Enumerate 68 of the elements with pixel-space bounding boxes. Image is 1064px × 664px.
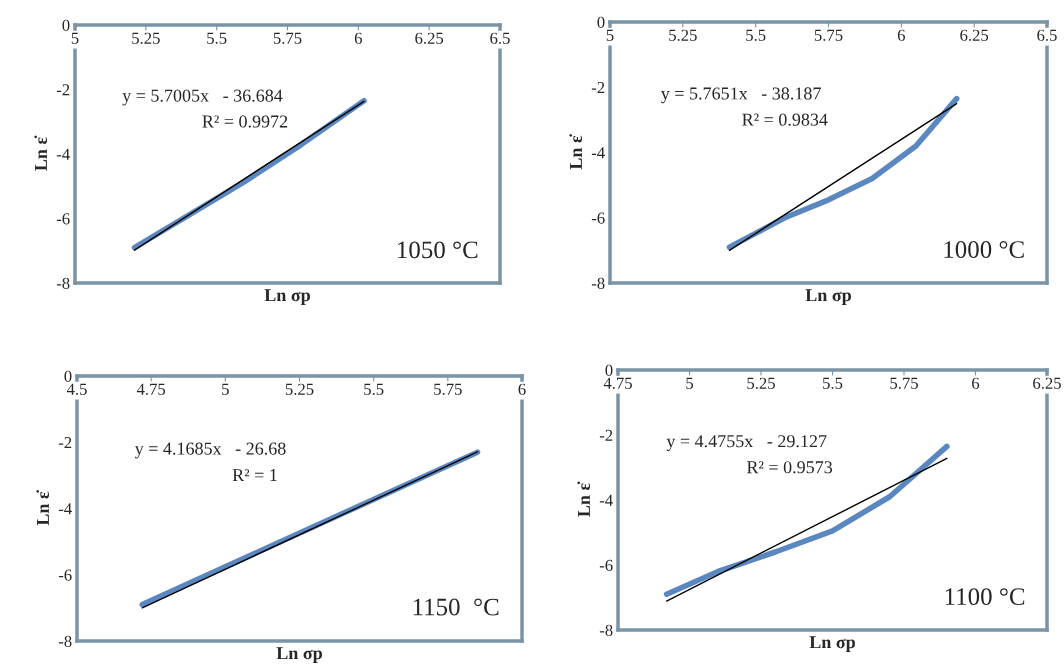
x-tick-label: 5.25 (747, 377, 775, 389)
x-tick-label: 6.5 (490, 32, 510, 44)
y-tick-label: -8 (58, 635, 72, 647)
y-axis-title: Ln ε̇ (34, 135, 48, 171)
x-axis-title: Ln σp (264, 289, 310, 305)
x-axis-title: Ln σp (805, 289, 851, 305)
y-tick-label: -6 (591, 212, 605, 224)
x-tick-label: 6 (518, 383, 526, 395)
x-tick-label: 4.75 (603, 377, 632, 389)
annotation: 1150 °C (413, 598, 499, 616)
y-tick-label: -2 (56, 84, 70, 96)
x-tick-label: 5.75 (890, 377, 918, 389)
x-tick-label: 5 (222, 383, 229, 395)
y-axis-title: Ln ε̇ (577, 481, 591, 517)
x-tick-label: 6 (972, 377, 980, 389)
y-tick-label: -2 (58, 437, 72, 449)
x-tick-label: 5.5 (746, 29, 766, 41)
y-tick-label: 0 (605, 364, 613, 376)
y-tick-label: -2 (599, 429, 613, 441)
y-tick-label: -6 (58, 569, 72, 581)
y-tick-label: -4 (599, 494, 613, 506)
y-tick-label: -4 (591, 147, 605, 159)
x-tick-label: 5.5 (364, 383, 384, 395)
y-axis-title: Ln ε̇ (36, 489, 50, 526)
annotation: y = 4.4755x - 29.127 (666, 435, 827, 451)
x-tick-label: 5 (71, 32, 79, 44)
annotation: R² = 0.9834 (742, 113, 828, 126)
y-axis-title: Ln ε̇ (569, 133, 583, 170)
x-tick-label: 5.75 (434, 383, 462, 395)
x-tick-label: 5.25 (132, 32, 160, 44)
annotation: R² = 0.9573 (746, 461, 833, 474)
y-tick-label: -8 (599, 624, 613, 636)
y-tick-label: 0 (62, 19, 70, 31)
annotation: R² = 1 (232, 469, 277, 482)
x-tick-label: 6.25 (415, 32, 444, 44)
x-tick-label: 5.75 (273, 32, 302, 44)
annotation: 1050 °C (398, 241, 478, 259)
x-tick-label: 4.75 (136, 383, 166, 395)
x-axis-title: Ln σp (809, 636, 855, 652)
y-tick-label: -2 (591, 82, 605, 94)
x-tick-label: 5.25 (285, 383, 314, 395)
y-tick-label: -8 (591, 277, 605, 289)
y-tick-label: -8 (56, 277, 70, 289)
y-tick-label: -6 (599, 559, 613, 571)
y-tick-label: -4 (58, 503, 72, 515)
x-tick-label: 5 (686, 377, 694, 389)
y-tick-label: 0 (64, 370, 72, 382)
annotation: y = 4.1685x - 26.68 (134, 442, 286, 459)
y-tick-label: -4 (56, 148, 70, 160)
x-tick-label: 5.75 (814, 29, 843, 41)
annotation: 1000 °C (944, 241, 1024, 258)
annotation: 1100 °C (945, 588, 1025, 606)
x-tick-label: 6.5 (1037, 29, 1057, 41)
x-tick-label: 5.25 (669, 29, 697, 41)
x-tick-label: 5 (606, 29, 614, 41)
x-tick-label: 6.25 (1033, 377, 1061, 389)
x-axis-title: Ln σp (276, 647, 322, 663)
x-tick-label: 5.5 (207, 32, 227, 44)
x-tick-label: 5.5 (823, 377, 843, 389)
y-tick-label: -6 (56, 213, 70, 225)
annotation: y = 5.7005x - 36.684 (122, 89, 283, 106)
x-tick-label: 6.25 (960, 29, 989, 41)
x-tick-label: 6 (897, 29, 905, 41)
x-tick-label: 6 (354, 32, 362, 44)
y-tick-label: 0 (597, 16, 605, 28)
annotation: R² = 0.9972 (202, 115, 288, 128)
x-tick-label: 4.5 (66, 383, 87, 395)
annotation: y = 5.7651x - 38.187 (661, 87, 821, 104)
